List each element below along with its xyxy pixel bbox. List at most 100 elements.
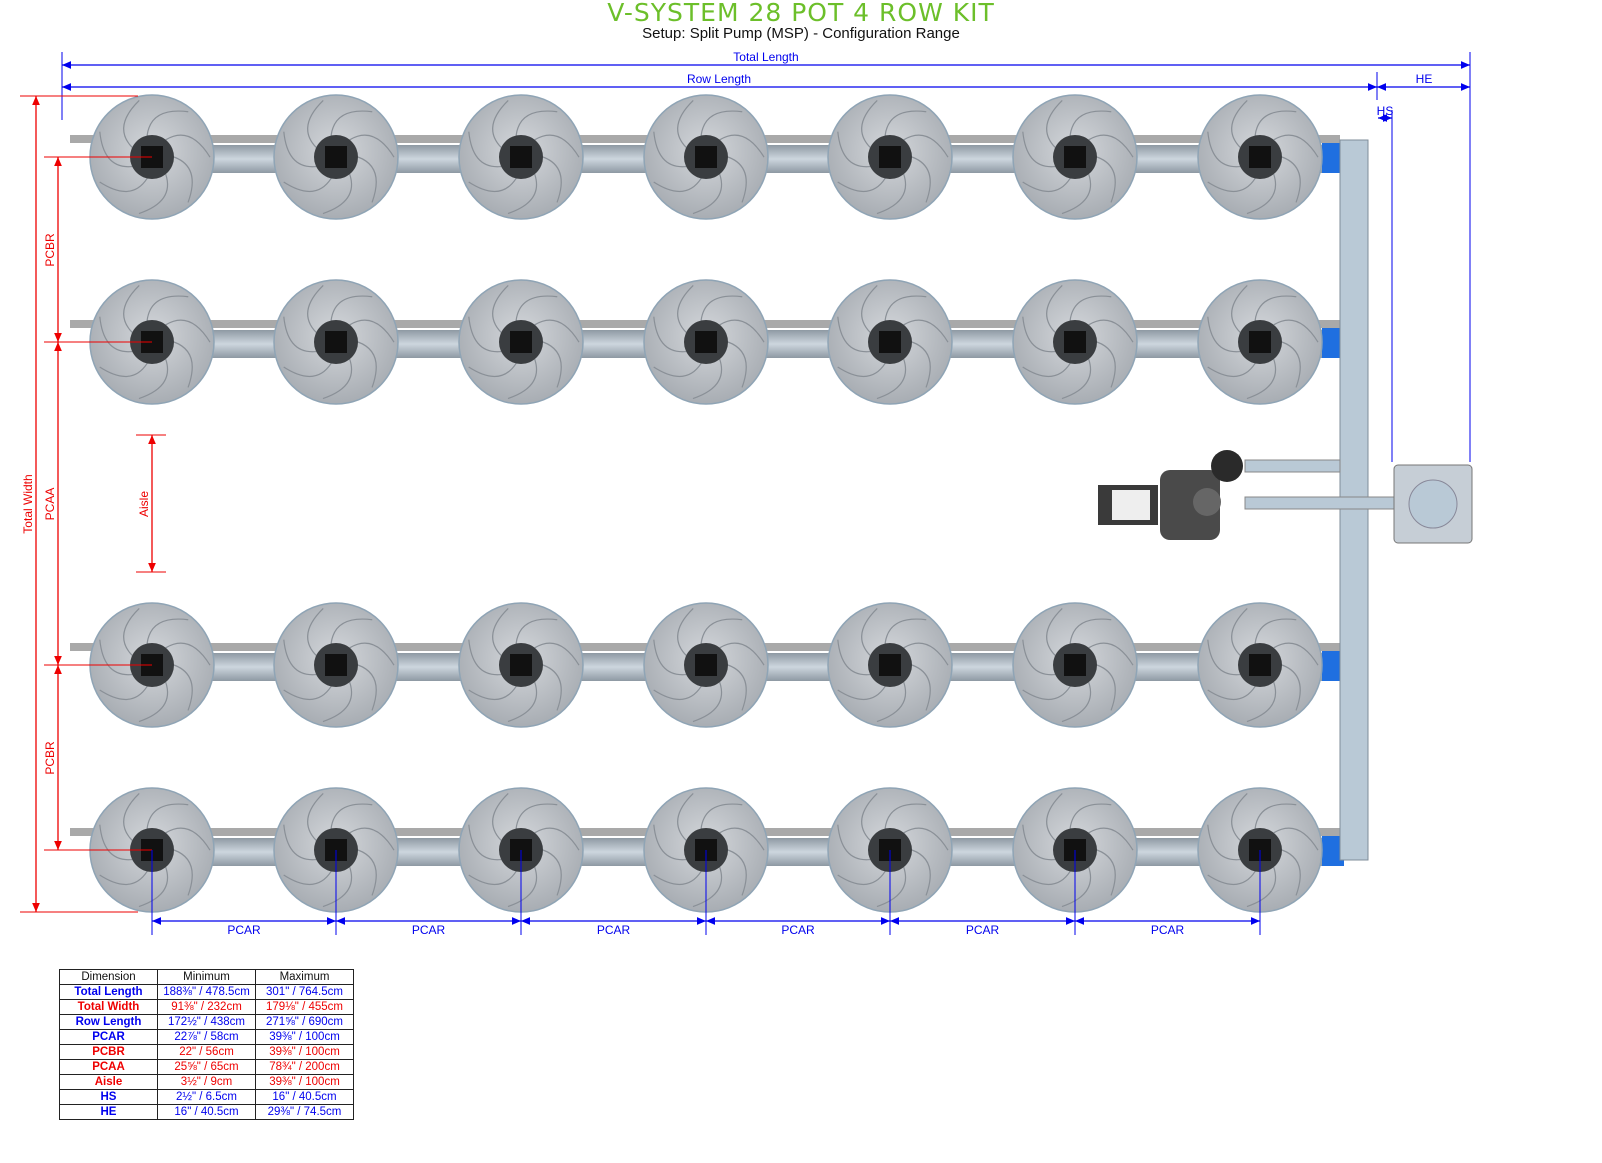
pot-swirl [1231,99,1248,148]
column-header: Minimum [157,969,256,985]
pot-swirl [99,316,133,353]
pot-swirl [173,341,193,388]
pot-swirl [677,99,694,148]
pot-swirl [1046,607,1063,656]
pot-swirl [1207,639,1241,676]
pot-swirl [837,178,886,193]
pot-swirl [1207,131,1241,168]
pcbr-label: PCBR [43,233,57,267]
pot-swirl [1231,792,1248,841]
pot-swirl [903,319,949,343]
pot-swirl [307,99,324,148]
pot-swirl [123,99,140,148]
pot [1012,279,1138,405]
pump-label [1112,490,1150,520]
pot-swirl [903,827,949,851]
pot [458,279,584,405]
pot-swirl [542,156,562,203]
maximum-value: 78¾" / 200cm [255,1059,354,1075]
pot-swirl [468,363,517,378]
pot-swirl [837,316,871,353]
pot [1197,602,1323,728]
pot-swirl [99,639,133,676]
pot-swirl [861,792,878,841]
pot-swirl [719,827,765,851]
pot-swirl [138,682,169,723]
minimum-value: 22" / 56cm [157,1044,256,1060]
dimension-lines: Total Length Row Length HE HS Total Width PCB… [20,50,1471,937]
pot-swirl [349,642,395,666]
drain-grate-icon [695,331,717,353]
drain-grate-icon [510,331,532,353]
elbow-fitting [1322,328,1344,358]
table-row: Total Width 91⅜" / 232cm 179⅛" / 455cm [59,999,354,1015]
pot-swirl [515,295,558,321]
pot-swirl [468,686,517,701]
pot-swirl [911,664,931,711]
pump-housing [1160,470,1220,540]
table-row: HS 2½" / 6.5cm 16" / 40.5cm [59,1089,354,1105]
pot-swirl [322,867,353,908]
drain-grate-icon [510,654,532,676]
pot-swirl [1273,134,1319,158]
drain-grate-icon [879,146,901,168]
pot-swirl [349,319,395,343]
pot-swirl [99,871,148,886]
pot-swirl [138,867,169,908]
pot-swirl [138,359,169,400]
minimum-value: 22⅞" / 58cm [157,1029,256,1045]
pot-swirl [138,174,169,215]
pot [827,602,953,728]
pot-swirl [1046,99,1063,148]
pcbr-label: PCBR [43,741,57,775]
pot-swirl [1069,803,1112,829]
pot-swirl [1254,295,1297,321]
pot-swirl [1061,867,1092,908]
pot-swirl [322,174,353,215]
pot-swirl [876,682,907,723]
table-row: PCAA 25⅝" / 65cm 78¾" / 200cm [59,1059,354,1075]
pot-swirl [283,178,332,193]
pot-swirl [1061,359,1092,400]
pot-swirl [1096,849,1116,896]
pot-swirl [165,319,211,343]
pot-swirl [653,131,687,168]
table-row: PCBR 22" / 56cm 39⅜" / 100cm [59,1044,354,1060]
pot-swirl [837,363,886,378]
drain-grate-icon [510,146,532,168]
drain-grate-icon [879,331,901,353]
pot-swirl [1061,174,1092,215]
pot-swirl [903,642,949,666]
pot [643,602,769,728]
pot-swirl [700,618,743,644]
dimension-name: PCAA [59,1059,158,1075]
pot-swirl [492,792,509,841]
pot-swirl [283,316,317,353]
pot-swirl [468,639,502,676]
pot-swirl [330,110,373,136]
pot-swirl [727,849,747,896]
pot-swirl [349,827,395,851]
pot-swirl [330,295,373,321]
pot-swirl [1022,686,1071,701]
pot-swirl [1022,871,1071,886]
pot-swirl [99,178,148,193]
pot-swirl [507,682,538,723]
pot-swirl [1088,319,1134,343]
pot [458,94,584,220]
table-row: Row Length 172½" / 438cm 271⅝" / 690cm [59,1014,354,1030]
pot-swirl [515,803,558,829]
pot-swirl [357,341,377,388]
dimension-name: HE [59,1104,158,1120]
pot-swirl [123,607,140,656]
pot-swirl [283,639,317,676]
pot-swirl [677,607,694,656]
drain-grate-icon [1249,331,1271,353]
pot [1197,94,1323,220]
pot-swirl [173,849,193,896]
reservoir-lid [1408,479,1458,529]
pot-swirl [876,867,907,908]
pot [827,94,953,220]
pot-swirl [283,824,317,861]
pcar-label: PCAR [412,923,446,937]
